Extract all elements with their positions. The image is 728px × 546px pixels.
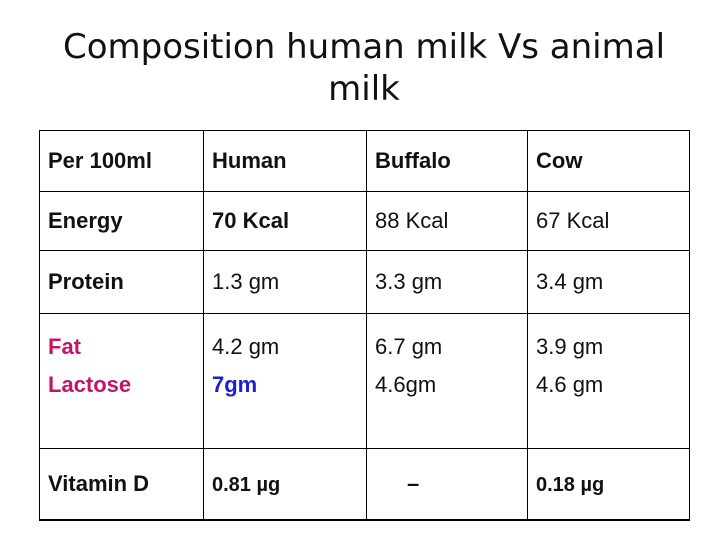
header-cell-buffalo: Buffalo [366,130,528,192]
row-label-fat: Fat [48,334,81,359]
cell-fat-buffalo: 6.7 gm [375,334,443,359]
row-label-vitamin-d: Vitamin D [39,448,204,521]
cell-protein-cow: 3.4 gm [527,250,690,314]
row-label-lactose: Lactose [48,372,132,397]
cell-lactose-human: 7gm [212,372,258,397]
row-label-energy: Energy [39,191,204,251]
header-cell-per-100ml: Per 100ml [39,130,204,192]
cell-vitamin-d-cow: 0.18 µg [536,474,605,496]
cell-energy-buffalo: 88 Kcal [366,191,528,251]
cell-protein-buffalo: 3.3 gm [366,250,528,314]
composition-table: Per 100ml Human Buffalo Cow Energy 70 Kc… [39,130,690,521]
cell-lactose-cow: 4.6 gm [536,372,604,397]
table-row-protein: Protein 1.3 gm 3.3 gm 3.4 gm [39,250,690,314]
cell-vitamin-d-buffalo-wrap: – [366,448,528,521]
header-cell-human: Human [203,130,367,192]
cell-buffalo-fat-lactose: 6.7 gm 4.6gm [366,313,528,449]
cell-cow-fat-lactose: 3.9 gm 4.6 gm [527,313,690,449]
header-cell-cow: Cow [527,130,690,192]
table-row-fat-lactose: Fat Lactose 4.2 gm 7gm 6.7 gm 4.6gm 3.9 … [39,313,690,449]
cell-vitamin-d-cow-wrap: 0.18 µg [527,448,690,521]
cell-labels-fat-lactose: Fat Lactose [39,313,204,449]
cell-vitamin-d-human: 0.81 µg [212,474,281,496]
cell-energy-cow: 67 Kcal [527,191,690,251]
table-header-row: Per 100ml Human Buffalo Cow [39,130,690,192]
cell-fat-cow: 3.9 gm [536,334,604,359]
cell-vitamin-d-human-wrap: 0.81 µg [203,448,367,521]
page-title: Composition human milk Vs animal milk [62,27,666,109]
cell-energy-human: 70 Kcal [203,191,367,251]
cell-protein-human: 1.3 gm [203,250,367,314]
table-row-vitamin-d: Vitamin D 0.81 µg – 0.18 µg [39,448,690,521]
row-label-protein: Protein [39,250,204,314]
cell-lactose-buffalo: 4.6gm [375,372,437,397]
cell-human-fat-lactose: 4.2 gm 7gm [203,313,367,449]
cell-fat-human: 4.2 gm [212,334,280,359]
cell-vitamin-d-buffalo: – [407,471,420,496]
table-row-energy: Energy 70 Kcal 88 Kcal 67 Kcal [39,191,690,251]
